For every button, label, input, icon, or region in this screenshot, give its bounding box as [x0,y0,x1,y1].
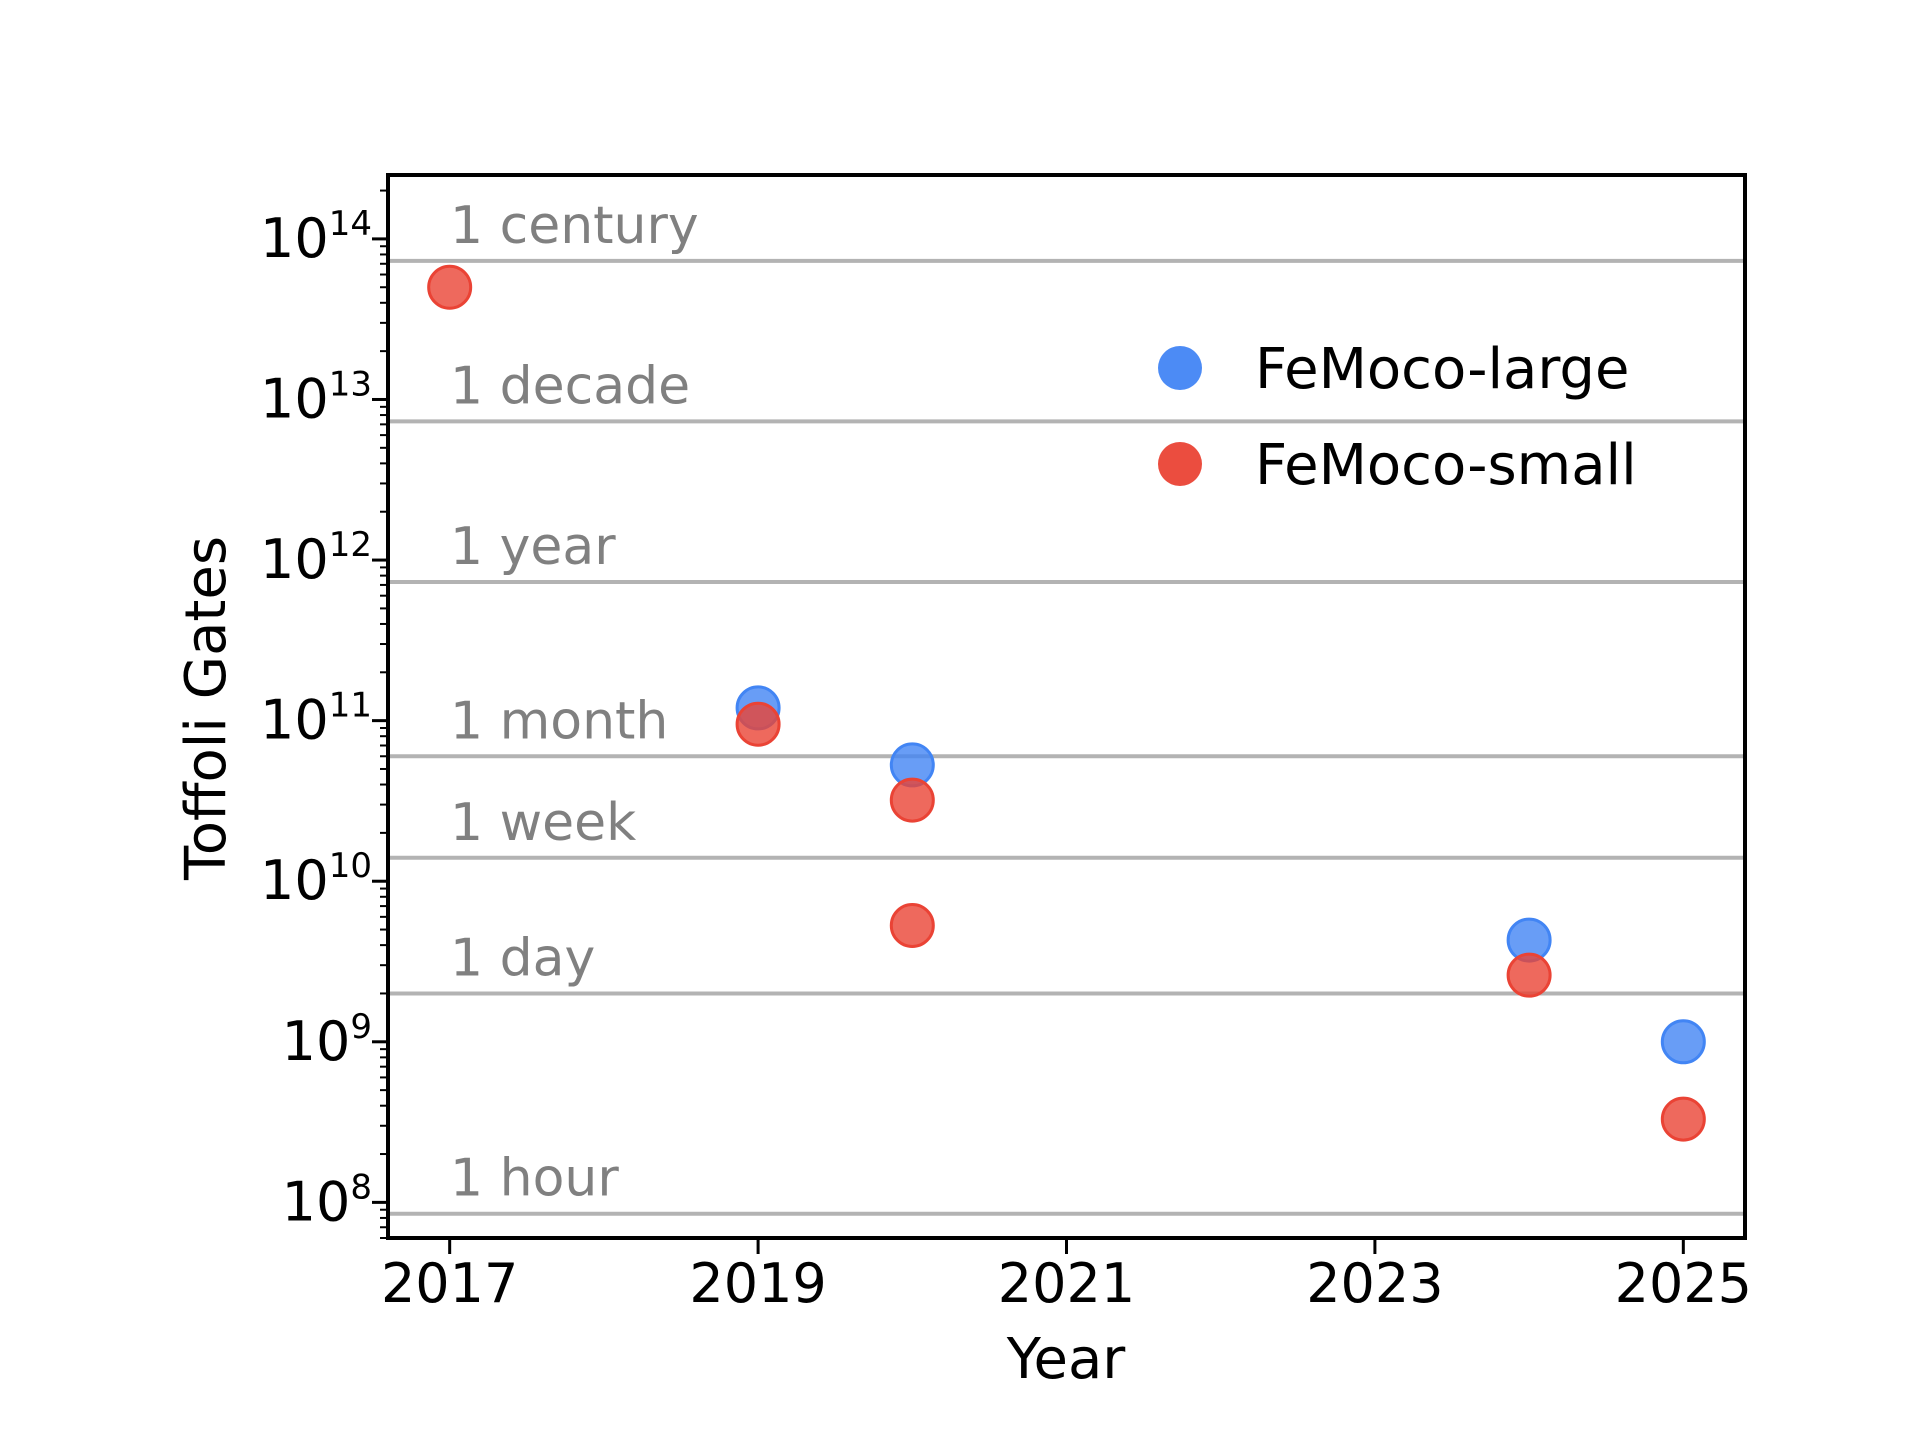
reference-line-label: 1 century [450,196,699,256]
x-axis-title: Year [1006,1327,1127,1392]
y-tick-base: 10 [260,849,329,912]
y-tick-label: 109 [282,1007,372,1073]
reference-line-label: 1 day [450,928,595,988]
reference-line-label: 1 decade [450,356,690,416]
y-tick-exponent: 11 [329,686,372,726]
reference-line-label: 1 hour [450,1149,619,1209]
point-femoco-small [1660,1096,1706,1142]
y-tick-exponent: 9 [350,1007,372,1047]
y-tick-exponent: 8 [350,1167,372,1207]
x-tick-label: 2021 [998,1252,1135,1315]
y-tick-base: 10 [260,689,329,752]
point-femoco-small [889,777,935,823]
point-femoco-small [889,902,935,948]
y-tick-label: 1010 [260,846,372,912]
y-tick-exponent: 14 [329,204,372,244]
point-femoco-small [735,701,781,747]
legend: FeMoco-large FeMoco-small [1158,337,1637,498]
point-femoco-large [1660,1019,1706,1065]
y-tick-base: 10 [282,1010,351,1073]
y-tick-label: 108 [282,1167,372,1233]
x-tick-label: 2019 [689,1252,826,1315]
y-tick-base: 10 [260,367,329,430]
legend-marker [1158,346,1202,390]
y-tick-exponent: 10 [329,846,372,886]
reference-line-label: 1 year [450,517,616,577]
legend-label: FeMoco-large [1255,337,1629,402]
y-tick-exponent: 12 [329,525,372,565]
reference-line-label: 1 month [450,691,668,751]
legend-label: FeMoco-small [1255,433,1637,498]
point-femoco-small [427,264,473,310]
y-tick-label: 1013 [260,364,372,430]
y-tick-label: 1012 [260,525,372,591]
y-tick-exponent: 13 [329,364,372,404]
y-tick-base: 10 [260,207,329,270]
point-femoco-small [1506,952,1552,998]
legend-marker [1158,442,1202,486]
y-axis-title: Toffoli Gates [174,536,239,881]
x-tick-label: 2023 [1306,1252,1443,1315]
data-points [427,264,1706,1142]
y-tick-base: 10 [282,1170,351,1233]
x-tick-label: 2017 [381,1252,518,1315]
y-tick-label: 1014 [260,204,372,270]
reference-lines: 1 hour 1 day 1 week 1 month 1 year 1 decade 1 … [388,196,1745,1216]
y-tick-label: 1011 [260,686,372,752]
y-tick-base: 10 [260,528,329,591]
reference-line-label: 1 week [450,793,636,853]
x-tick-label: 2025 [1615,1252,1752,1315]
x-axis: 2017 2019 2021 2023 2025 [381,1238,1752,1315]
